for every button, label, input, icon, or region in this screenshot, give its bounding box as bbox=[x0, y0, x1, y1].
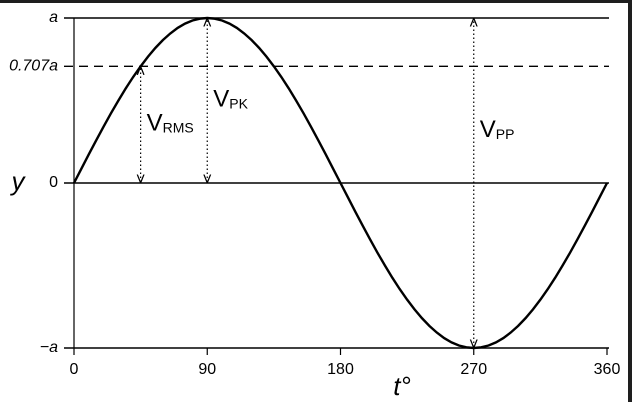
annotation-label: VRMS bbox=[147, 110, 194, 137]
annotation-text: V bbox=[147, 110, 163, 137]
y-tick-label: −a bbox=[40, 339, 58, 356]
x-tick-label: 180 bbox=[327, 361, 354, 378]
annotation-text: V bbox=[480, 116, 496, 143]
x-axis-label: t° bbox=[393, 371, 411, 401]
x-tick-label: 270 bbox=[460, 361, 487, 378]
annotation-subscript: PP bbox=[496, 126, 515, 142]
y-axis-label: y bbox=[10, 166, 27, 196]
y-tick-label: 0 bbox=[49, 174, 58, 191]
annotation-text: V bbox=[213, 86, 229, 113]
background bbox=[0, 3, 628, 402]
annotation-subscript: PK bbox=[229, 95, 248, 111]
y-tick-label: a bbox=[49, 9, 58, 26]
annotation-label: VPK bbox=[213, 86, 248, 113]
annotation-subscript: RMS bbox=[163, 119, 194, 135]
x-tick-label: 360 bbox=[594, 361, 621, 378]
x-tick-label: 0 bbox=[70, 361, 79, 378]
x-tick-label: 90 bbox=[198, 361, 216, 378]
y-tick-label: 0.707a bbox=[9, 58, 58, 75]
sine-curve bbox=[72, 16, 609, 350]
annotation-label: VPP bbox=[480, 116, 515, 143]
